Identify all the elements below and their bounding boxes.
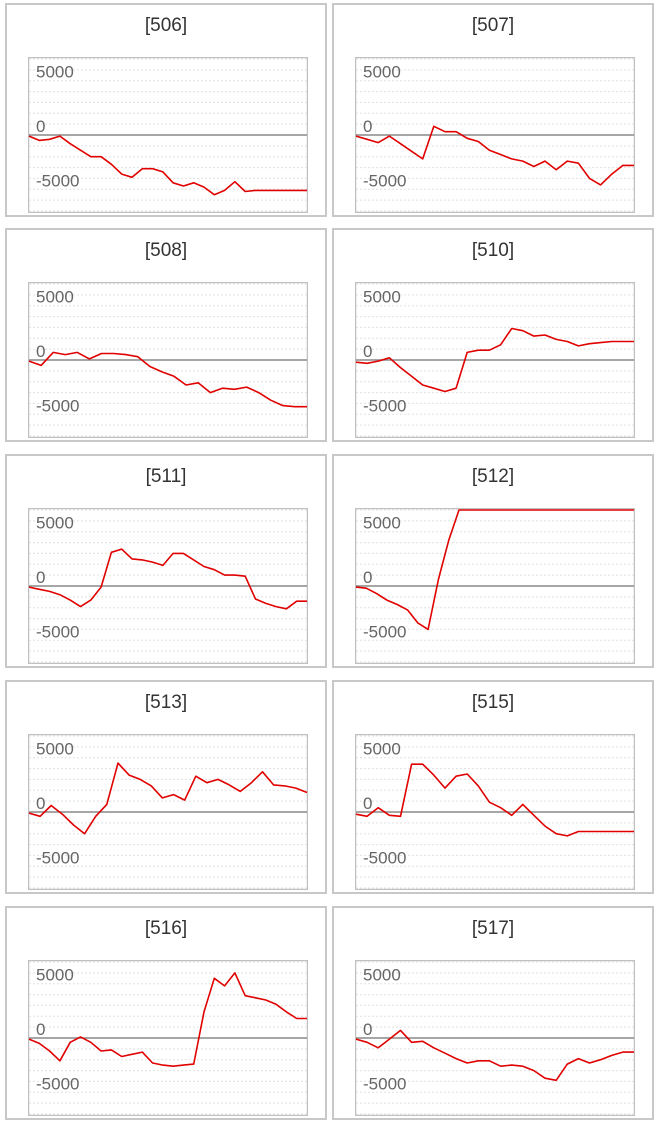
chart-title: [511]	[145, 466, 187, 487]
y-tick-label: -5000	[36, 622, 79, 641]
y-tick-label: 0	[36, 117, 45, 136]
plot-area: 5000 0 -5000	[28, 508, 308, 664]
y-tick-label: 5000	[363, 514, 401, 533]
y-tick-label: 0	[36, 794, 45, 813]
line-chart: 5000 0 -5000	[28, 57, 308, 213]
chart-title: [516]	[144, 918, 188, 939]
y-tick-label: -5000	[363, 622, 406, 641]
chart-title: [515]	[471, 692, 515, 713]
y-tick-label: 5000	[36, 514, 74, 533]
line-chart: 5000 0 -5000	[28, 508, 308, 664]
chart-panel: [506] 5000 0 -5000	[5, 3, 327, 217]
series-line	[28, 135, 307, 196]
y-tick-label: 0	[363, 568, 372, 587]
chart-title: [512]	[471, 466, 515, 487]
y-tick-label: 5000	[363, 740, 401, 759]
chart-panel: [511] 5000 0 -5000	[5, 454, 327, 668]
y-tick-label: 5000	[36, 63, 74, 82]
series-line	[28, 762, 308, 835]
y-tick-label: 0	[36, 342, 45, 361]
series-line	[355, 327, 634, 393]
series-line	[28, 972, 307, 1067]
series-line	[355, 509, 634, 631]
chart-panel: [507] 5000 0 -5000	[332, 3, 654, 217]
y-tick-label: -5000	[36, 848, 79, 867]
y-tick-label: 5000	[363, 63, 401, 82]
line-chart: 5000 0 -5000	[28, 960, 308, 1116]
series-line	[28, 548, 307, 610]
y-tick-label: 5000	[36, 288, 74, 307]
y-tick-label: 0	[363, 1020, 372, 1039]
y-tick-label: -5000	[363, 1074, 406, 1093]
line-chart: 5000 0 -5000	[355, 282, 635, 438]
plot-area: 5000 0 -5000	[28, 960, 308, 1116]
plot-area: 5000 0 -5000	[28, 57, 308, 213]
line-chart: 5000 0 -5000	[355, 960, 635, 1116]
y-tick-label: -5000	[363, 171, 406, 190]
line-chart: 5000 0 -5000	[28, 734, 308, 890]
line-chart: 5000 0 -5000	[355, 57, 635, 213]
chart-title: [510]	[471, 240, 515, 261]
y-tick-label: -5000	[36, 171, 79, 190]
chart-title: [507]	[471, 15, 515, 36]
y-tick-label: 0	[363, 117, 372, 136]
line-chart: 5000 0 -5000	[355, 734, 635, 890]
y-tick-label: 0	[363, 794, 372, 813]
y-tick-label: -5000	[36, 1074, 79, 1093]
plot-area: 5000 0 -5000	[28, 734, 308, 890]
chart-title: [513]	[144, 692, 188, 713]
chart-title: [517]	[471, 918, 515, 939]
plot-area: 5000 0 -5000	[355, 508, 635, 664]
series-line	[355, 763, 634, 837]
y-tick-label: -5000	[36, 396, 79, 415]
series-line	[355, 1029, 634, 1082]
chart-panel: [516] 5000 0 -5000	[5, 906, 327, 1120]
y-tick-label: 5000	[363, 288, 401, 307]
chart-panel: [513] 5000 0 -5000	[5, 680, 327, 894]
y-tick-label: 0	[36, 568, 45, 587]
line-chart: 5000 0 -5000	[28, 282, 308, 438]
plot-area: 5000 0 -5000	[355, 282, 635, 438]
series-line	[355, 125, 634, 186]
chart-panel: [517] 5000 0 -5000	[332, 906, 654, 1120]
y-tick-label: 0	[36, 1020, 45, 1039]
plot-area: 5000 0 -5000	[355, 960, 635, 1116]
series-line	[28, 351, 307, 408]
y-tick-label: -5000	[363, 848, 406, 867]
plot-area: 5000 0 -5000	[28, 282, 308, 438]
y-tick-label: 0	[363, 342, 372, 361]
y-tick-label: -5000	[363, 396, 406, 415]
chart-panel: [508] 5000 0 -5000	[5, 228, 327, 442]
chart-title: [508]	[144, 240, 188, 261]
chart-panel: [510] 5000 0 -5000	[332, 228, 654, 442]
chart-panel: [515] 5000 0 -5000	[332, 680, 654, 894]
y-tick-label: 5000	[36, 966, 74, 985]
chart-panel: [512] 5000 0 -5000	[332, 454, 654, 668]
y-tick-label: 5000	[36, 740, 74, 759]
y-tick-label: 5000	[363, 966, 401, 985]
line-chart: 5000 0 -5000	[355, 508, 635, 664]
plot-area: 5000 0 -5000	[355, 734, 635, 890]
plot-area: 5000 0 -5000	[355, 57, 635, 213]
chart-title: [506]	[144, 15, 188, 36]
